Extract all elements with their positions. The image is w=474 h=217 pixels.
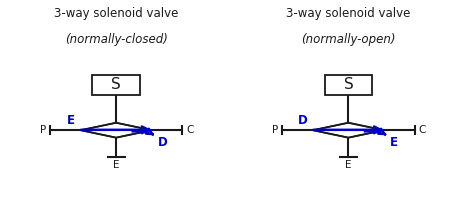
Text: S: S [111,77,121,92]
Text: S: S [344,77,353,92]
Text: P: P [40,125,46,135]
Text: D: D [298,113,308,127]
Text: E: E [113,160,119,170]
Text: C: C [186,125,194,135]
Text: 3-way solenoid valve: 3-way solenoid valve [286,7,410,20]
Text: P: P [272,125,278,135]
Text: 3-way solenoid valve: 3-way solenoid valve [54,7,178,20]
Text: C: C [419,125,426,135]
Polygon shape [81,123,152,138]
Bar [92,75,140,95]
Text: E: E [390,136,398,149]
Text: D: D [158,136,168,149]
Polygon shape [313,123,384,138]
Text: (normally-closed): (normally-closed) [64,33,168,46]
Text: E: E [67,113,75,127]
Bar [325,75,372,95]
Text: (normally-open): (normally-open) [301,33,396,46]
Text: E: E [345,160,352,170]
